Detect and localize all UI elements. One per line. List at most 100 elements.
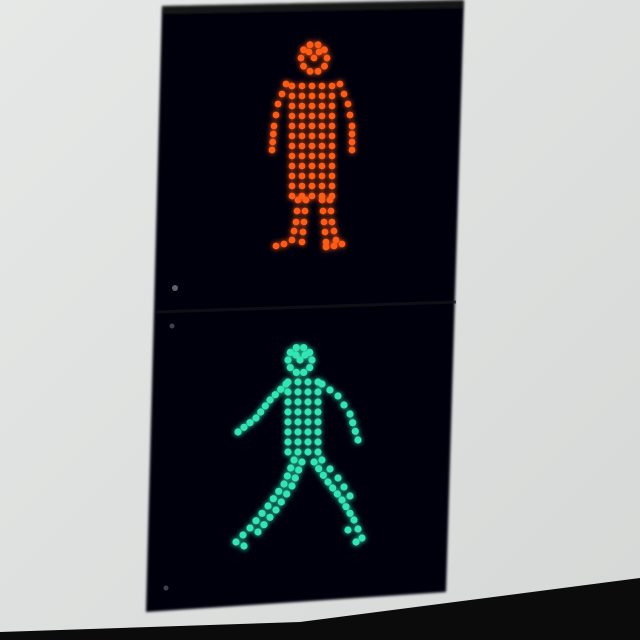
stop-led-dot — [294, 196, 302, 204]
stop-led-dot — [298, 182, 306, 190]
walk-led-dot — [284, 398, 292, 406]
walk-led-dot — [266, 396, 274, 404]
walk-led-dot — [300, 368, 308, 376]
walk-led-dot — [282, 380, 290, 388]
stop-led-dot — [318, 122, 326, 130]
walk-led-dot — [329, 484, 337, 492]
walk-led-dot — [340, 401, 348, 409]
walk-led-dot — [308, 356, 316, 364]
stop-led-dot — [288, 92, 296, 100]
stop-led-dot — [328, 182, 336, 190]
walk-led-dot — [294, 428, 302, 436]
stop-led-dot — [270, 122, 278, 130]
walk-led-dot — [284, 448, 292, 456]
walk-led-dot — [284, 418, 292, 426]
stop-led-dot — [328, 152, 336, 160]
stop-led-dot — [298, 238, 306, 246]
walk-led-dot — [252, 517, 260, 525]
walk-led-dot — [354, 525, 362, 533]
stop-led-dot — [308, 102, 316, 110]
walking-person-icon — [232, 344, 366, 550]
stop-led-dot — [348, 130, 356, 138]
walk-led-dot — [315, 465, 323, 473]
walk-led-dot — [340, 483, 348, 491]
screw-upper — [172, 285, 178, 291]
walk-led-dot — [294, 408, 302, 416]
stop-led-dot — [321, 46, 328, 54]
stop-led-dot — [298, 162, 306, 170]
stop-led-dot — [346, 111, 354, 119]
stop-led-dot — [301, 207, 309, 215]
stop-led-dot — [272, 242, 280, 250]
walk-led-dot — [314, 388, 322, 396]
stop-led-dot — [318, 82, 326, 90]
screw-lower — [169, 323, 175, 329]
walk-led-dot — [351, 427, 359, 435]
stop-led-dot — [288, 162, 296, 170]
stop-led-dot — [308, 92, 316, 100]
walk-led-dot — [288, 482, 296, 490]
walk-led-dot — [334, 392, 342, 400]
walk-led-dot — [284, 388, 292, 396]
screw-bottom — [163, 585, 169, 591]
walk-led-dot — [358, 534, 366, 542]
walk-led-dot — [284, 438, 292, 446]
walk-led-dot — [354, 436, 362, 444]
stop-led-dot — [310, 54, 318, 62]
stop-led-dot — [288, 112, 296, 120]
walk-led-dot — [304, 428, 312, 436]
stop-led-dot — [348, 146, 356, 154]
stop-led-dot — [330, 242, 338, 250]
walk-led-dot — [290, 456, 298, 464]
stop-led-dot — [308, 152, 316, 160]
walk-led-dot — [304, 418, 312, 426]
stop-led-dot — [288, 132, 296, 140]
walk-led-dot — [284, 356, 292, 364]
walk-led-dot — [252, 414, 260, 422]
walk-led-dot — [326, 465, 334, 473]
stop-led-dot — [308, 162, 316, 170]
stop-led-dot — [318, 112, 326, 120]
stop-led-dot — [328, 122, 336, 130]
walk-led-dot — [301, 351, 309, 359]
walk-led-dot — [291, 474, 299, 482]
stop-led-dot — [318, 182, 326, 190]
stop-led-dot — [306, 67, 314, 75]
walk-led-dot — [258, 509, 266, 517]
stop-led-dot — [344, 100, 352, 108]
stop-led-dot — [314, 67, 322, 75]
walk-led-dot — [342, 503, 350, 511]
walk-led-dot — [292, 368, 300, 376]
stop-led-dot — [290, 227, 298, 235]
walk-led-dot — [292, 351, 300, 359]
walk-led-dot — [350, 516, 358, 524]
walk-led-dot — [314, 448, 322, 456]
stop-led-dot — [299, 228, 307, 236]
walk-led-dot — [306, 364, 314, 372]
stop-led-dot — [272, 111, 280, 119]
stop-led-dot — [314, 41, 322, 49]
stop-led-dot — [318, 92, 326, 100]
walk-led-dot — [292, 344, 300, 352]
stop-led-dot — [298, 102, 306, 110]
stop-led-dot — [338, 240, 346, 248]
stop-led-dot — [269, 138, 277, 146]
stop-led-dot — [318, 132, 326, 140]
stop-led-dot — [298, 92, 306, 100]
stop-led-dot — [321, 62, 328, 70]
walk-led-dot — [324, 478, 332, 486]
walk-led-dot — [294, 388, 302, 396]
stop-led-dot — [308, 82, 316, 90]
walk-led-dot — [334, 474, 342, 482]
walk-led-dot — [272, 506, 280, 514]
walk-led-dot — [260, 521, 268, 529]
stop-led-dot — [328, 112, 336, 120]
stop-led-dot — [300, 62, 307, 70]
walk-led-dot — [283, 472, 291, 480]
stop-led-dot — [298, 132, 306, 140]
walk-led-dot — [326, 386, 334, 394]
walk-led-dot — [264, 502, 272, 510]
stop-led-dot — [322, 243, 330, 251]
stop-led-dot — [298, 112, 306, 120]
walk-led-dot — [304, 388, 312, 396]
